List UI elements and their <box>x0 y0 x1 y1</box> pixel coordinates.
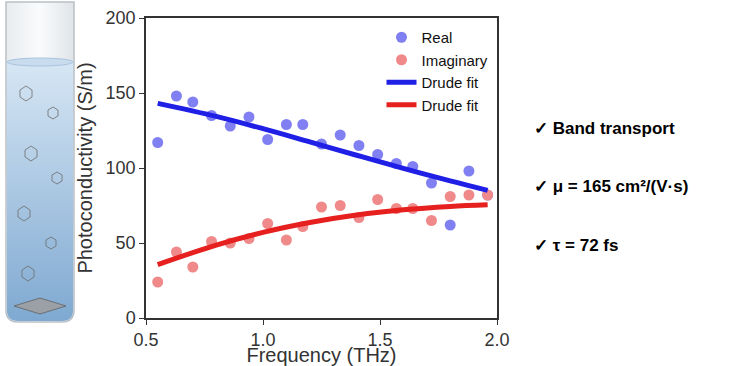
svg-text:100: 100 <box>106 158 136 178</box>
svg-text:2.0: 2.0 <box>484 330 509 350</box>
svg-text:0.5: 0.5 <box>133 330 158 350</box>
svg-text:Photoconductivity (S/m): Photoconductivity (S/m) <box>74 62 96 273</box>
svg-text:✓ τ = 72 fs: ✓ τ = 72 fs <box>534 236 618 255</box>
svg-text:Drude fit: Drude fit <box>421 74 479 91</box>
svg-text:✓ μ = 165 cm²/(V·s): ✓ μ = 165 cm²/(V·s) <box>534 177 688 196</box>
svg-text:50: 50 <box>116 233 136 253</box>
svg-text:Frequency (THz): Frequency (THz) <box>246 344 396 366</box>
svg-text:150: 150 <box>106 83 136 103</box>
svg-text:1.0: 1.0 <box>250 330 275 350</box>
svg-text:200: 200 <box>106 8 136 28</box>
svg-text:0: 0 <box>126 308 136 328</box>
svg-text:Drude fit: Drude fit <box>421 97 479 114</box>
svg-text:Imaginary: Imaginary <box>421 52 487 69</box>
svg-text:✓ Band transport: ✓ Band transport <box>534 119 675 138</box>
svg-text:1.5: 1.5 <box>367 330 392 350</box>
svg-text:Real: Real <box>421 29 452 46</box>
